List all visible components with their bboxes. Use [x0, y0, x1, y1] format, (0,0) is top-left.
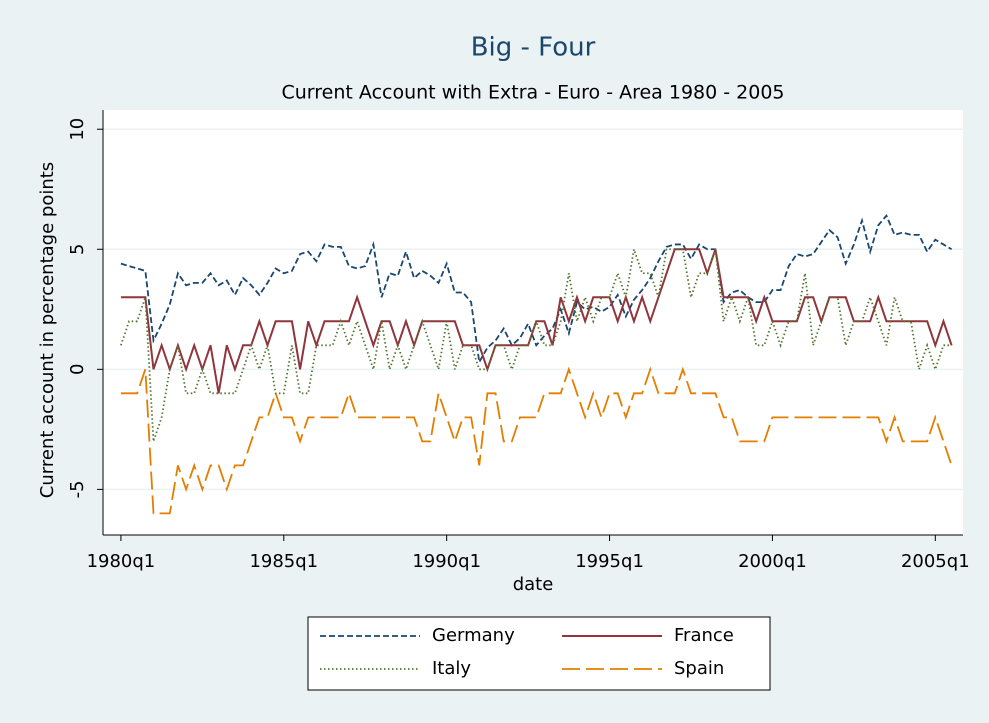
x-tick-label: 2000q1: [738, 551, 807, 572]
chart-title: Big - Four: [471, 33, 596, 63]
y-axis-title: Current account in percentage points: [37, 162, 58, 498]
x-tick-label: 1995q1: [575, 551, 644, 572]
x-axis-title: date: [513, 574, 554, 595]
y-tick-label: 5: [67, 244, 88, 255]
x-tick-label: 2005q1: [901, 551, 970, 572]
series-line: [120, 248, 953, 394]
legend-label: Italy: [432, 658, 471, 679]
legend-label: Germany: [432, 625, 515, 646]
series-line: [120, 213, 953, 365]
y-tick-label: 0: [67, 364, 88, 375]
legend-label: Spain: [674, 658, 724, 679]
plot-area: [103, 110, 963, 535]
y-tick-label: -5: [67, 480, 88, 498]
x-tick-label: 1990q1: [412, 551, 481, 572]
chart-subtitle: Current Account with Extra - Euro - Area…: [282, 82, 785, 104]
y-tick-label: 10: [67, 118, 88, 141]
x-tick-label: 1980q1: [87, 551, 156, 572]
legend-label: France: [674, 625, 734, 646]
legend-box: [307, 616, 771, 691]
x-tick-label: 1985q1: [249, 551, 318, 572]
series-line: [120, 366, 953, 515]
